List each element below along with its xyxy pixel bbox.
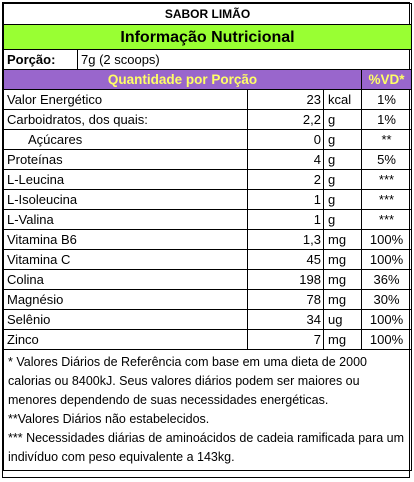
nutrient-unit: ug: [323, 309, 362, 330]
nutrient-vd: 5%: [361, 149, 412, 170]
nutrient-unit: g: [323, 149, 362, 170]
table-row: Proteínas 4 g 5%: [3, 149, 412, 170]
table-row: Magnésio 78 mg 30%: [3, 289, 412, 310]
nutrient-amount: 45: [247, 249, 324, 270]
nutrient-unit: g: [323, 189, 362, 210]
footnote-3: *** Necessidades diárias de aminoácidos …: [8, 431, 405, 464]
nutrient-vd: 100%: [361, 309, 412, 330]
nutrient-unit: mg: [323, 329, 362, 350]
column-header-quantity: Quantidade por Porção: [3, 69, 362, 90]
flavor-row: SABOR LIMÃO: [3, 3, 412, 25]
nutrient-name: Valor Energético: [3, 89, 248, 110]
nutrient-amount: 4: [247, 149, 324, 170]
nutrient-name: L-Leucina: [3, 169, 248, 190]
nutrient-unit: kcal: [323, 89, 362, 110]
nutrient-vd: 100%: [361, 249, 412, 270]
nutrient-unit: g: [323, 209, 362, 230]
nutrient-name: Açúcares: [3, 129, 248, 150]
nutrient-name: Proteínas: [3, 149, 248, 170]
nutrient-amount: 1: [247, 189, 324, 210]
notes-row: * Valores Diários de Referência com base…: [3, 349, 412, 471]
footnote-2: **Valores Diários não estabelecidos.: [8, 412, 210, 426]
table-row: L-Isoleucina 1 g ***: [3, 189, 412, 210]
nutrient-vd: 30%: [361, 289, 412, 310]
nutrient-amount: 2: [247, 169, 324, 190]
nutrient-vd: 100%: [361, 329, 412, 350]
nutrient-amount: 23: [247, 89, 324, 110]
table-row: L-Leucina 2 g ***: [3, 169, 412, 190]
table-row: Carboidratos, dos quais: 2,2 g 1%: [3, 109, 412, 130]
nutrient-vd: 100%: [361, 229, 412, 250]
table-row: L-Valina 1 g ***: [3, 209, 412, 230]
nutrient-unit: g: [323, 169, 362, 190]
nutrient-name: Carboidratos, dos quais:: [3, 109, 248, 130]
footnotes: * Valores Diários de Referência com base…: [3, 349, 412, 471]
column-header-vd: %VD*: [361, 69, 412, 90]
nutrient-name: Zinco: [3, 329, 248, 350]
nutrient-vd: **: [361, 129, 412, 150]
table-row: Valor Energético 23 kcal 1%: [3, 89, 412, 110]
table-row: Colina 198 mg 36%: [3, 269, 412, 290]
nutrient-name: Magnésio: [3, 289, 248, 310]
portion-value: 7g (2 scoops): [77, 49, 412, 70]
nutrient-amount: 198: [247, 269, 324, 290]
nutrient-unit: mg: [323, 249, 362, 270]
table-row: Vitamina C 45 mg 100%: [3, 249, 412, 270]
nutrient-unit: mg: [323, 229, 362, 250]
column-header-row: Quantidade por Porção %VD*: [3, 69, 412, 90]
nutrient-amount: 78: [247, 289, 324, 310]
nutrient-name: L-Valina: [3, 209, 248, 230]
nutrient-amount: 1: [247, 209, 324, 230]
nutrient-amount: 34: [247, 309, 324, 330]
table-row: Açúcares 0 g **: [3, 129, 412, 150]
table-title: Informação Nutricional: [3, 24, 412, 50]
nutrition-table: SABOR LIMÃO Informação Nutricional Porçã…: [3, 3, 412, 471]
nutrient-unit: mg: [323, 269, 362, 290]
portion-row: Porção: 7g (2 scoops): [3, 49, 412, 70]
nutrient-name: Vitamina C: [3, 249, 248, 270]
nutrition-facts-label: SABOR LIMÃO Informação Nutricional Porçã…: [2, 2, 412, 478]
portion-label: Porção:: [3, 49, 78, 70]
title-row: Informação Nutricional: [3, 24, 412, 50]
nutrient-name: Colina: [3, 269, 248, 290]
nutrient-vd: 36%: [361, 269, 412, 290]
nutrient-unit: g: [323, 129, 362, 150]
nutrient-unit: g: [323, 109, 362, 130]
flavor-label: SABOR LIMÃO: [3, 3, 412, 25]
footnote-1: * Valores Diários de Referência com base…: [8, 355, 367, 407]
nutrient-vd: 1%: [361, 89, 412, 110]
nutrient-vd: ***: [361, 169, 412, 190]
table-row: Vitamina B6 1,3 mg 100%: [3, 229, 412, 250]
nutrient-name: Vitamina B6: [3, 229, 248, 250]
nutrient-amount: 1,3: [247, 229, 324, 250]
nutrient-vd: 1%: [361, 109, 412, 130]
nutrient-unit: mg: [323, 289, 362, 310]
nutrient-amount: 2,2: [247, 109, 324, 130]
nutrient-name: Selênio: [3, 309, 248, 330]
nutrient-amount: 0: [247, 129, 324, 150]
table-row: Zinco 7 mg 100%: [3, 329, 412, 350]
nutrient-amount: 7: [247, 329, 324, 350]
table-row: Selênio 34 ug 100%: [3, 309, 412, 330]
nutrient-vd: ***: [361, 189, 412, 210]
nutrient-name: L-Isoleucina: [3, 189, 248, 210]
nutrient-rows: Valor Energético 23 kcal 1% Carboidratos, do…: [3, 89, 412, 350]
nutrient-vd: ***: [361, 209, 412, 230]
